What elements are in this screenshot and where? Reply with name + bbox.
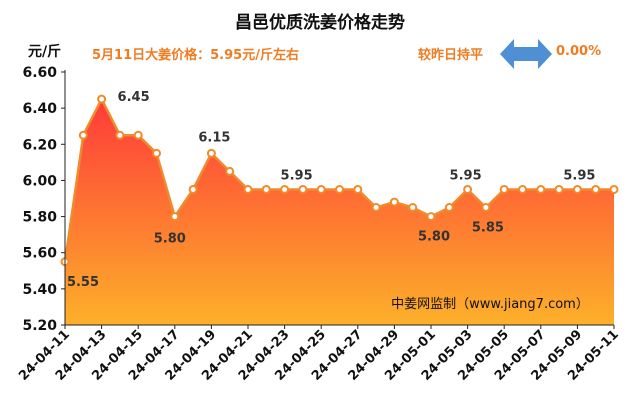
data-point-24-04-28	[371, 203, 381, 213]
data-point-24-05-07	[536, 184, 546, 194]
area-fill	[65, 99, 614, 325]
y-tick-label: 5.60	[22, 246, 57, 262]
change-value: 0.00%	[556, 44, 602, 59]
data-point-24-04-21	[243, 184, 253, 194]
data-point-24-05-06	[518, 184, 527, 194]
y-tick-label: 5.80	[22, 210, 57, 226]
data-label-24-04-11: 5.55	[67, 275, 99, 290]
y-tick-label: 6.40	[22, 101, 57, 117]
data-point-24-04-14	[115, 130, 125, 140]
price-subtitle: 5月11日大姜价格：5.95元/斤左右	[92, 48, 299, 63]
data-point-24-04-29	[389, 197, 399, 207]
data-point-24-04-16	[152, 148, 161, 158]
data-point-24-04-24	[298, 184, 308, 194]
data-label-24-05-03: 5.95	[450, 168, 482, 183]
unit-label: 元/斤	[28, 44, 62, 60]
data-label-24-05-04: 5.85	[472, 221, 504, 236]
data-point-24-04-26	[335, 184, 344, 194]
data-point-24-05-01	[426, 212, 436, 222]
data-point-24-04-17	[170, 212, 180, 222]
data-label-24-04-13: 6.45	[118, 90, 150, 105]
data-point-24-05-05	[499, 184, 509, 194]
data-point-24-05-11	[609, 184, 619, 194]
data-point-24-04-19	[206, 148, 216, 158]
chart-title: 昌邑优质洗姜价格走势	[235, 13, 405, 33]
y-tick-label: 6.20	[22, 137, 57, 153]
data-point-24-04-22	[261, 184, 271, 194]
data-label-24-05-01: 5.80	[418, 230, 450, 245]
data-point-24-04-12	[78, 130, 88, 140]
data-point-24-04-15	[133, 130, 143, 140]
data-point-24-04-20	[225, 166, 235, 176]
y-tick-label: 6.00	[22, 173, 57, 189]
data-label-24-05-09: 5.95	[563, 168, 595, 183]
data-label-24-04-19: 6.15	[198, 130, 230, 145]
data-point-24-05-08	[554, 184, 564, 194]
data-point-24-04-30	[408, 203, 418, 213]
data-point-24-05-02	[444, 203, 454, 213]
data-point-24-04-23	[280, 184, 290, 194]
data-point-24-04-18	[188, 184, 198, 194]
data-point-24-05-03	[463, 184, 473, 194]
data-point-24-05-04	[481, 203, 491, 213]
y-tick-label: 5.40	[22, 282, 57, 298]
data-point-24-04-27	[353, 184, 363, 194]
y-tick-label: 5.20	[22, 318, 57, 334]
data-label-24-04-23: 5.95	[281, 168, 313, 183]
y-tick-label: 6.60	[22, 65, 57, 81]
double-arrow-icon	[500, 39, 552, 69]
data-point-24-04-25	[316, 184, 326, 194]
data-point-24-04-13	[97, 94, 107, 104]
data-point-24-05-09	[572, 184, 582, 194]
watermark-text: 中姜网监制（www.jiang7.com）	[391, 297, 589, 312]
compare-label: 较昨日持平	[418, 48, 484, 63]
data-label-24-04-17: 5.80	[154, 232, 186, 247]
data-point-24-05-10	[591, 184, 601, 194]
